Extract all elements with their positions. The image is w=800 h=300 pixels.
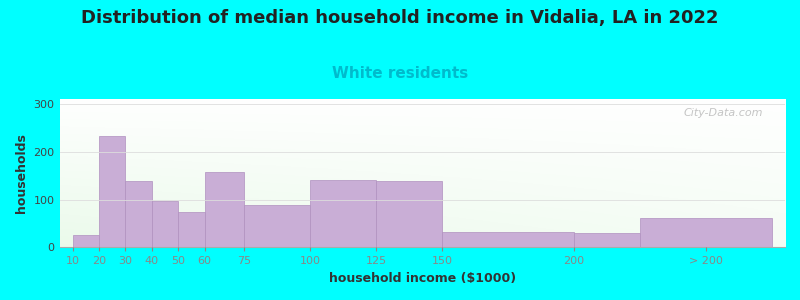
Text: City-Data.com: City-Data.com [684,108,763,118]
Bar [574,233,640,247]
Bar [73,236,99,247]
Bar [376,181,442,248]
Bar [244,205,310,248]
Text: Distribution of median household income in Vidalia, LA in 2022: Distribution of median household income … [82,9,718,27]
Bar [152,201,178,247]
Bar [442,232,574,248]
Y-axis label: households: households [15,133,28,213]
Text: White residents: White residents [332,66,468,81]
Bar [310,180,376,247]
X-axis label: household income ($1000): household income ($1000) [329,272,516,285]
Bar [205,172,244,247]
Bar [178,212,205,248]
Bar [640,218,772,247]
Bar [126,181,152,248]
Bar [99,136,126,248]
